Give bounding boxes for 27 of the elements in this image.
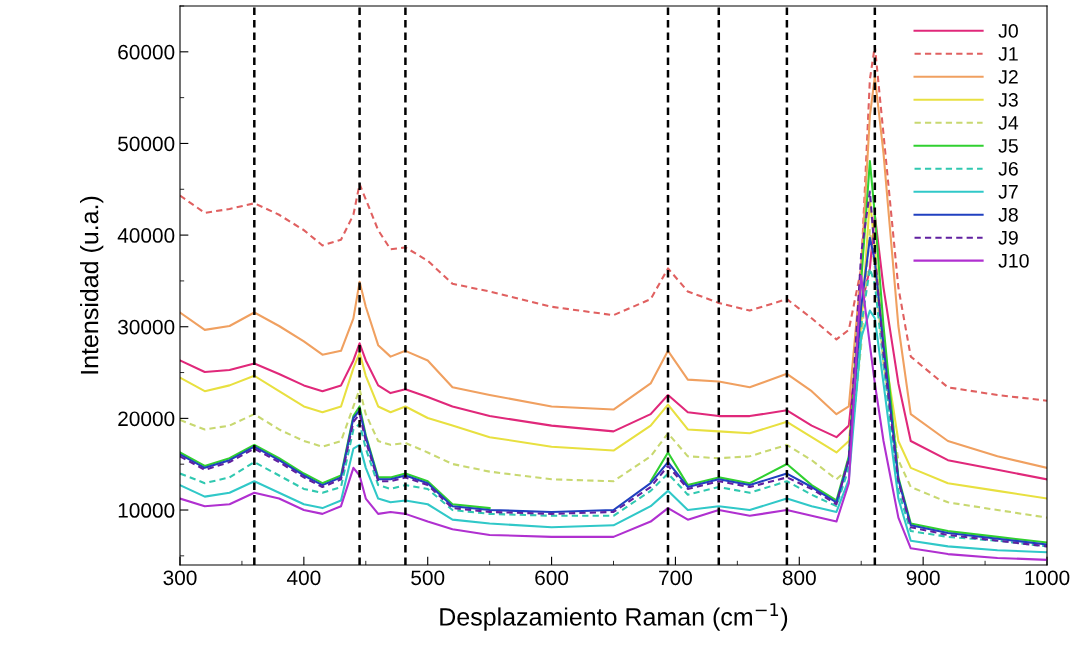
x-tick-label: 300	[163, 570, 197, 586]
y-tick-label: 50000	[118, 136, 175, 152]
x-tick-label: 700	[659, 570, 692, 586]
legend-label: J2	[998, 69, 1018, 84]
x-tick-label: 900	[906, 570, 940, 586]
x-tick-label: 400	[286, 570, 321, 586]
legend-label: J3	[998, 92, 1018, 107]
legend-label: J1	[998, 47, 1018, 61]
y-axis-title: Intensidad (u.a.)	[80, 196, 104, 374]
legend-label: J7	[998, 185, 1018, 199]
x-tick-label: 600	[535, 570, 569, 586]
x-tick-label: 1000	[1025, 570, 1070, 586]
legend-label: J4	[998, 116, 1019, 130]
x-axis-title: Desplazamiento Raman (cm$^{−1}$)	[440, 603, 788, 631]
legend-label: J10	[998, 253, 1029, 268]
legend-label: J0	[998, 24, 1018, 38]
x-tick-label: 800	[782, 570, 816, 586]
y-tick-label: 30000	[118, 319, 175, 335]
legend-label: J9	[998, 230, 1018, 245]
x-tick-label: 500	[411, 570, 445, 586]
y-tick-label: 60000	[118, 44, 175, 60]
y-tick-label: 10000	[118, 503, 175, 518]
legend-label: J8	[998, 207, 1018, 222]
y-tick-label: 40000	[117, 228, 175, 243]
legend-label: J6	[998, 161, 1018, 176]
legend-label: J5	[998, 139, 1018, 153]
y-tick-label: 20000	[118, 411, 175, 427]
